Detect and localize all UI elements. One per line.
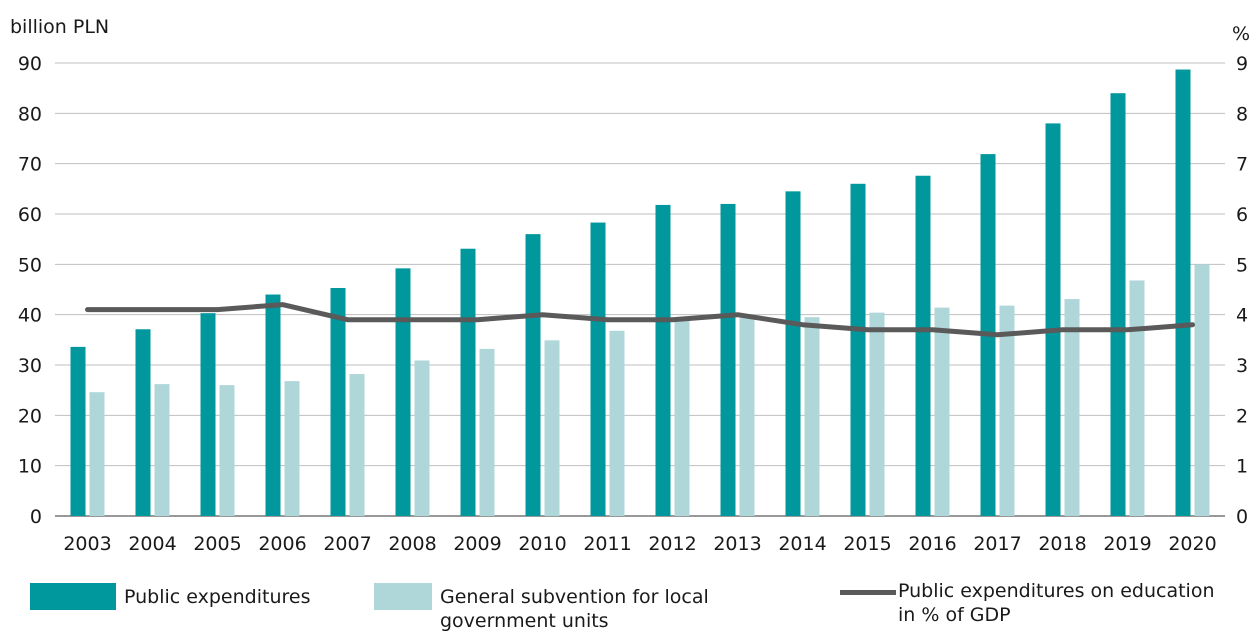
x-tick-label: 2010 [518, 533, 566, 555]
x-tick-label: 2008 [388, 533, 436, 555]
y-right-tick-label: 3 [1236, 355, 1248, 377]
bar-public-expenditures [1045, 123, 1061, 517]
x-tick-label: 2015 [843, 533, 891, 555]
gridlines [55, 62, 1225, 517]
bar-general-subvention [284, 381, 300, 516]
y-left-tick-label: 0 [30, 506, 42, 528]
y-left-tick-label: 60 [18, 204, 42, 226]
bar-general-subvention [739, 317, 755, 516]
x-tick-label: 2020 [1168, 533, 1216, 555]
y-right-tick-label: 6 [1236, 204, 1248, 226]
bar-general-subvention [934, 307, 950, 516]
y-axis-right-ticks: 0 1 2 3 4 5 6 7 8 9 [1236, 53, 1248, 528]
bar-public-expenditures [590, 222, 606, 516]
legend-label-public-expenditures: Public expenditures [124, 586, 311, 608]
y-left-tick-label: 10 [18, 456, 42, 478]
bar-public-expenditures [655, 204, 671, 516]
x-tick-label: 2004 [128, 533, 176, 555]
bar-general-subvention [414, 360, 430, 516]
x-tick-label: 2014 [778, 533, 826, 555]
bar-general-subvention [999, 305, 1015, 516]
bar-general-subvention [1129, 280, 1145, 516]
y-right-tick-label: 4 [1236, 305, 1248, 327]
bar-public-expenditures [265, 294, 281, 516]
x-tick-label: 2012 [648, 533, 696, 555]
x-tick-label: 2016 [908, 533, 956, 555]
x-tick-label: 2013 [713, 533, 761, 555]
y-left-tick-label: 20 [18, 405, 42, 427]
bar-general-subvention [1194, 264, 1210, 516]
x-tick-label: 2006 [258, 533, 306, 555]
gdp-share-line-layer [85, 302, 1195, 338]
bar-public-expenditures [70, 346, 86, 516]
chart: billion PLN % 0 10 20 30 40 50 60 70 80 90 0 1 2 3 4 5… [10, 16, 1250, 555]
bar-general-subvention [154, 384, 170, 516]
bar-general-subvention [609, 330, 625, 516]
bar-general-subvention [674, 319, 690, 516]
y-right-tick-label: 5 [1236, 254, 1248, 276]
y-left-tick-label: 90 [18, 53, 42, 75]
x-axis-ticks: 2003 2004 2005 2006 2007 2008 2009 2010 2011 2012… [63, 533, 1216, 555]
bar-public-expenditures [720, 203, 736, 516]
x-tick-label: 2017 [973, 533, 1021, 555]
x-tick-label: 2011 [583, 533, 631, 555]
bar-general-subvention [869, 312, 885, 516]
y-right-tick-label: 8 [1236, 103, 1248, 125]
y-left-tick-label: 30 [18, 355, 42, 377]
y-left-tick-label: 50 [18, 254, 42, 276]
bar-general-subvention [804, 317, 820, 516]
legend-swatch-general-subvention [374, 583, 432, 610]
bar-general-subvention [219, 385, 235, 516]
x-tick-label: 2009 [453, 533, 501, 555]
y-right-tick-label: 1 [1236, 456, 1248, 478]
x-tick-label: 2005 [193, 533, 241, 555]
bar-general-subvention [544, 340, 560, 516]
y-left-tick-label: 80 [18, 103, 42, 125]
y-right-tick-label: 7 [1236, 154, 1248, 176]
x-tick-label: 2007 [323, 533, 371, 555]
y-left-tick-label: 40 [18, 305, 42, 327]
y-axis-left-ticks: 0 10 20 30 40 50 60 70 80 90 [18, 53, 42, 528]
legend-swatch-gdp-share-line [840, 590, 896, 595]
line-gdp-share [85, 302, 1195, 338]
bar-public-expenditures [135, 329, 151, 516]
bar-general-subvention [479, 348, 495, 516]
y-left-tick-label: 70 [18, 154, 42, 176]
bar-public-expenditures [1110, 93, 1126, 516]
bar-general-subvention [89, 392, 105, 516]
bar-public-expenditures [460, 248, 476, 517]
y-axis-left-label: billion PLN [10, 16, 109, 38]
bar-general-subvention [349, 374, 365, 516]
bar-public-expenditures [200, 313, 216, 516]
bar-public-expenditures [785, 191, 801, 516]
bar-public-expenditures [850, 183, 866, 517]
x-tick-label: 2018 [1038, 533, 1086, 555]
bar-public-expenditures [915, 175, 931, 516]
bar-public-expenditures [330, 287, 346, 516]
bar-public-expenditures [395, 268, 411, 516]
y-axis-right-label: % [1232, 23, 1250, 45]
x-tick-label: 2019 [1103, 533, 1151, 555]
legend-label-gdp-share-line: Public expenditures on education in % of… [898, 580, 1215, 626]
y-right-tick-label: 0 [1236, 506, 1248, 528]
bar-public-expenditures [525, 234, 541, 516]
bar-general-subvention [1064, 299, 1080, 516]
legend-swatch-public-expenditures [30, 583, 116, 610]
y-right-tick-label: 2 [1236, 405, 1248, 427]
legend-label-general-subvention: General subvention for local government … [440, 586, 709, 632]
bars [70, 69, 1210, 517]
y-right-tick-label: 9 [1236, 53, 1248, 75]
bar-public-expenditures [1175, 69, 1191, 516]
x-tick-label: 2003 [63, 533, 111, 555]
